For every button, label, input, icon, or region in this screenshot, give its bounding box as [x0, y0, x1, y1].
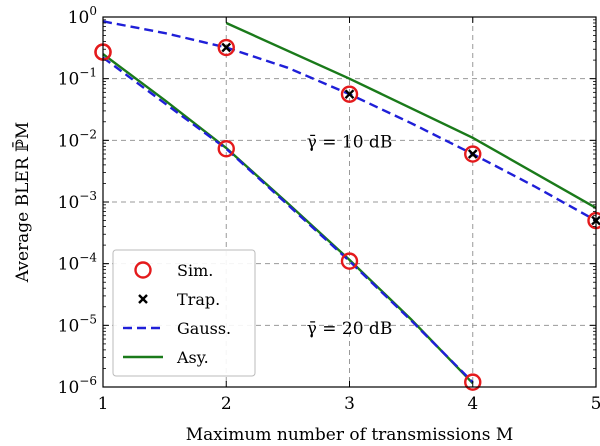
marker-sim: [134, 261, 152, 279]
marker-sim: [340, 85, 359, 103]
x-tick-label: 1: [98, 394, 109, 414]
y-tick-label: 10−5: [58, 312, 97, 336]
marker-sim: [217, 140, 235, 158]
ticks: 1 2 3 4 5 10−6 10−5 10−4 10−3 10−2 10−1 100: [58, 4, 600, 414]
snr-annotation: γ̄ = 20 dB: [307, 319, 393, 339]
snr-annotation: γ̄ = 10 dB: [307, 133, 393, 153]
marker-sim: [340, 252, 359, 270]
series-asy-20dB: [102, 53, 474, 385]
marker-trap: [344, 89, 355, 100]
legend-label: Gauss.: [177, 319, 231, 338]
series-layer: [94, 20, 600, 391]
marker-sim: [464, 373, 482, 391]
y-tick-label: 10−4: [58, 251, 98, 275]
series-gauss-20dB: [102, 56, 474, 383]
legend-label: Trap.: [177, 290, 220, 309]
y-tick-label: 10−2: [58, 127, 97, 151]
y-tick-label: 10−6: [58, 374, 97, 398]
marker-sim: [217, 38, 235, 57]
series-asy-10dB: [225, 21, 597, 210]
x-tick-label: 3: [344, 394, 355, 414]
legend-box: [112, 249, 256, 377]
x-tick-label: 2: [221, 394, 232, 414]
legend: Sim. Trap. Gauss. Asy.: [112, 249, 256, 377]
y-tick-label: 10−1: [58, 66, 97, 90]
y-tick-label: 100: [68, 4, 97, 28]
x-tick-label: 5: [591, 394, 600, 414]
y-tick-label: 10−3: [58, 189, 97, 213]
marker-trap: [138, 294, 148, 304]
annotations: γ̄ = 10 dB γ̄ = 20 dB: [307, 133, 393, 339]
legend-label: Sim.: [177, 261, 213, 280]
marker-sim: [464, 145, 482, 163]
y-axis-label: Average BLER ℙ̄M: [11, 122, 33, 283]
marker-trap: [467, 149, 478, 159]
x-axis-label: Maximum number of transmissions M: [186, 425, 514, 445]
x-tick-label: 4: [467, 394, 478, 414]
marker-trap: [221, 42, 232, 53]
legend-label: Asy.: [176, 348, 209, 367]
